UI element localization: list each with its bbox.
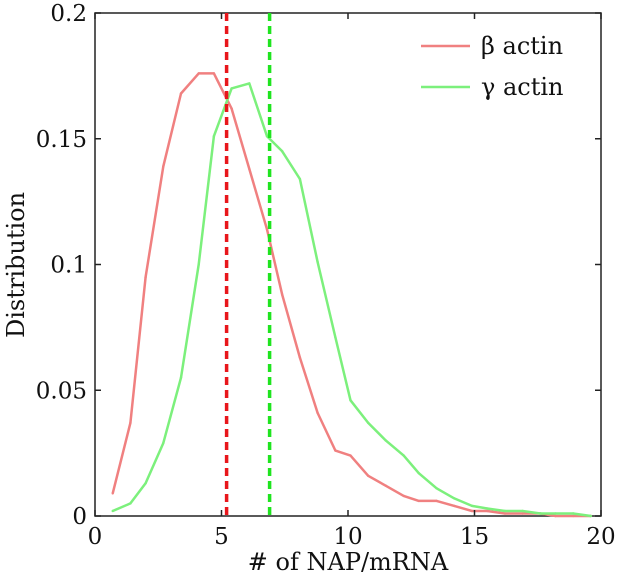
series-1-point <box>554 514 557 518</box>
series-1-point <box>572 514 575 518</box>
series-1-point <box>384 484 388 487</box>
y-tick-label: 0.2 <box>50 1 87 27</box>
x-tick-label: 20 <box>586 524 615 550</box>
legend-label: β actin <box>481 32 563 60</box>
series-2-point <box>111 509 114 513</box>
x-tick-label: 5 <box>214 524 229 550</box>
series-1-point <box>349 454 352 457</box>
series-2-point <box>230 87 233 90</box>
series-2-point <box>486 507 489 510</box>
series-2-point <box>265 135 269 138</box>
series-2-point <box>197 263 200 266</box>
legend: β actin γ actin <box>421 32 564 101</box>
series-1-point <box>435 499 438 503</box>
series-1-point <box>402 494 405 498</box>
y-tick-label: 0.15 <box>36 127 87 153</box>
series-1-point <box>212 72 216 75</box>
x-tick-label: 15 <box>460 524 489 550</box>
series-2-point <box>435 487 438 490</box>
series-2-point <box>281 150 284 153</box>
series-2-point <box>129 502 132 505</box>
series-1-point <box>334 449 337 452</box>
series-1-point <box>503 512 507 515</box>
series-2-point <box>453 497 456 500</box>
series-2-point <box>554 512 557 515</box>
series-2-point <box>384 439 388 442</box>
series-layer <box>111 72 593 518</box>
series-1-point <box>265 228 269 231</box>
series-2-point <box>349 399 352 402</box>
series-1-point <box>248 167 251 171</box>
reference-lines <box>224 13 272 516</box>
x-axis-title: # of NAP/mRNA <box>248 548 449 576</box>
y-tick-label: 0.1 <box>50 253 87 279</box>
series-2-point <box>334 336 337 339</box>
series-1-point <box>179 92 183 95</box>
series-1-point <box>197 72 200 75</box>
series-2-point <box>589 514 593 518</box>
x-axis-ticks: 0 5 10 15 20 <box>88 13 616 550</box>
series-2-point <box>417 472 420 475</box>
series-2-point <box>402 454 405 457</box>
series-2-point <box>212 135 216 138</box>
y-tick-label: 0.05 <box>36 378 87 404</box>
series-1-point <box>281 293 284 296</box>
series-1-point <box>129 421 132 425</box>
x-tick-label: 0 <box>88 524 103 550</box>
series-1-point <box>417 499 420 503</box>
series-2-point <box>248 82 251 85</box>
series-2-point <box>162 441 165 445</box>
series-1-point <box>230 107 233 110</box>
series-1-point <box>316 411 319 415</box>
series-1-point <box>162 165 165 168</box>
series-2-point <box>572 512 575 515</box>
series-2-point <box>470 504 474 508</box>
series-2-point <box>367 421 370 425</box>
series-2-point <box>179 376 183 379</box>
y-tick-label: 0 <box>72 504 87 530</box>
y-axis-ticks: 0 0.05 0.1 0.15 0.2 <box>36 1 601 530</box>
legend-label: γ actin <box>481 73 564 101</box>
series-1-point <box>111 492 114 495</box>
series-2-point <box>298 177 302 181</box>
series-2-point <box>539 512 542 515</box>
series-2-point <box>521 509 524 513</box>
y-axis-title: Distribution <box>2 192 30 338</box>
series-1-point <box>470 509 474 513</box>
series-1-point <box>486 509 489 513</box>
x-tick-label: 10 <box>333 524 362 550</box>
series-2-point <box>316 260 319 264</box>
series-1-point <box>521 512 524 515</box>
series-1-point <box>367 474 370 477</box>
series-1-point <box>144 275 147 279</box>
series-1-point <box>453 504 456 508</box>
series-2-point <box>503 509 507 513</box>
series-2-point <box>144 482 147 485</box>
series-1-point <box>298 356 302 359</box>
